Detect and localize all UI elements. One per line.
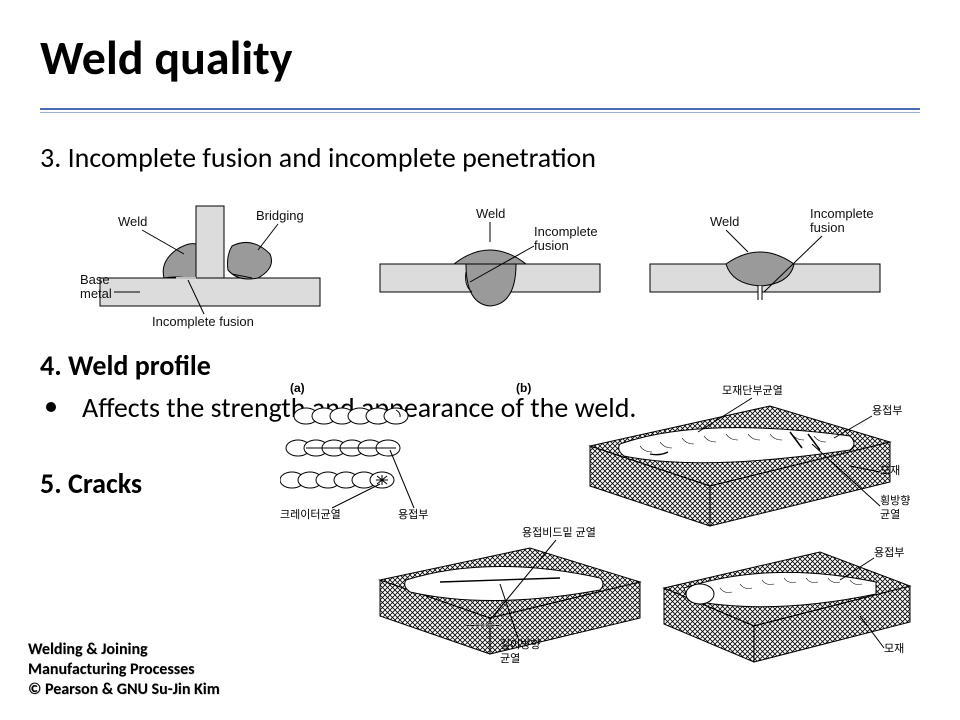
label-yongjeombu-a: 용접부	[398, 508, 428, 521]
label-base-metal-1: Base	[80, 272, 110, 287]
label-mojae-b: 모재	[880, 464, 900, 477]
section-5-heading: 5. Cracks	[40, 466, 142, 501]
panel-d: 용접부 모재	[664, 546, 910, 662]
page-title: Weld quality	[40, 28, 293, 87]
label-gili-1: 길이방향	[500, 638, 540, 651]
label-incomplete-fusion-a: Incomplete fusion	[152, 314, 254, 329]
label-incfus-b2: fusion	[534, 238, 569, 253]
footer-line-3: © Pearson & GNU Su-Jin Kim	[28, 680, 220, 700]
label-underbead: 용접비드밑 균열	[522, 526, 596, 539]
sublabel-b: (b)	[516, 381, 531, 395]
label-incfus-b1: Incomplete	[534, 224, 598, 239]
figure-cracks: (a) (b)	[280, 378, 920, 678]
label-incfus-c1: Incomplete	[810, 206, 874, 221]
sublabel-a: (a)	[290, 381, 305, 395]
label-bridging: Bridging	[256, 208, 304, 223]
panel-b: 모재단부균열 용접부 모재 횡방향 균열	[590, 384, 910, 526]
label-weld-b: Weld	[476, 206, 505, 221]
label-hoeng-1: 횡방향	[880, 494, 910, 507]
footer-line-1: Welding & Joining	[28, 640, 220, 660]
label-mojae-d: 모재	[884, 642, 904, 655]
label-base-metal-2: metal	[80, 286, 112, 301]
label-hoeng-2: 균열	[880, 508, 900, 521]
label-weld-c: Weld	[710, 214, 739, 229]
footer: Welding & Joining Manufacturing Processe…	[28, 640, 220, 700]
label-yongjeombu-b: 용접부	[872, 404, 902, 417]
label-yongjeombu-d: 용접부	[874, 546, 904, 559]
label-weld-a: Weld	[118, 214, 147, 229]
panel-c: 용접비드밑 균열 길이방향 균열	[380, 526, 640, 665]
label-crater: 크레이터균열	[280, 508, 341, 521]
figure-incomplete-fusion: Weld Bridging Base metal Incomplete fusi…	[80, 196, 890, 336]
slide: Weld quality 3. Incomplete fusion and in…	[0, 0, 960, 720]
label-gili-2: 균열	[500, 652, 520, 665]
label-incfus-c2: fusion	[810, 220, 845, 235]
section-3-heading: 3. Incomplete fusion and incomplete pene…	[40, 140, 596, 175]
label-mojae-danbu: 모재단부균열	[722, 384, 783, 397]
panel-a: 크레이터균열 용접부	[280, 408, 428, 521]
bullet-dot-icon	[46, 402, 56, 412]
section-4-heading: 4. Weld profile	[40, 348, 211, 383]
footer-line-2: Manufacturing Processes	[28, 660, 220, 680]
title-underline	[40, 108, 920, 113]
